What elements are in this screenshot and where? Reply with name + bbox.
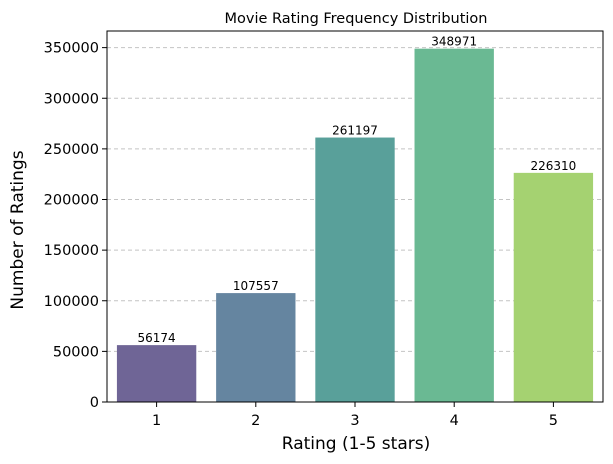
bar-rating-3 xyxy=(315,137,395,403)
y-tick-label: 350000 xyxy=(44,41,99,57)
data-label-rating-1: 56174 xyxy=(138,331,176,345)
x-tick-label: 3 xyxy=(350,413,359,429)
data-label-rating-4: 348971 xyxy=(431,35,477,49)
y-tick-label: 0 xyxy=(90,395,99,411)
bar-rating-5 xyxy=(513,172,594,402)
x-tick-label: 5 xyxy=(549,413,558,429)
data-label-rating-2: 107557 xyxy=(233,279,279,293)
x-tick-label: 2 xyxy=(251,413,260,429)
bars xyxy=(116,48,594,403)
bar-rating-1 xyxy=(116,345,197,402)
y-tick-label: 250000 xyxy=(44,142,99,158)
y-tick-label: 50000 xyxy=(53,344,99,360)
y-tick-label: 150000 xyxy=(44,243,99,259)
data-label-rating-5: 226310 xyxy=(530,159,576,173)
data-label-rating-3: 261197 xyxy=(332,124,378,138)
x-axis-label: Rating (1-5 stars) xyxy=(282,434,430,454)
bar-rating-4 xyxy=(414,48,494,402)
x-axis-ticks: 1 2 3 4 5 xyxy=(152,402,558,429)
y-axis-label: Number of Ratings xyxy=(8,150,28,309)
bar-data-labels: 56174 107557 261197 348971 226310 xyxy=(138,35,577,345)
x-tick-label: 1 xyxy=(152,413,161,429)
y-tick-label: 200000 xyxy=(44,193,99,209)
y-tick-label: 300000 xyxy=(44,91,99,107)
chart-title: Movie Rating Frequency Distribution xyxy=(225,11,488,27)
x-tick-label: 4 xyxy=(450,413,459,429)
y-tick-label: 100000 xyxy=(44,294,99,310)
bar-rating-2 xyxy=(216,293,296,402)
y-axis-ticks: 0 50000 100000 150000 200000 250000 300000 3500… xyxy=(44,41,107,411)
